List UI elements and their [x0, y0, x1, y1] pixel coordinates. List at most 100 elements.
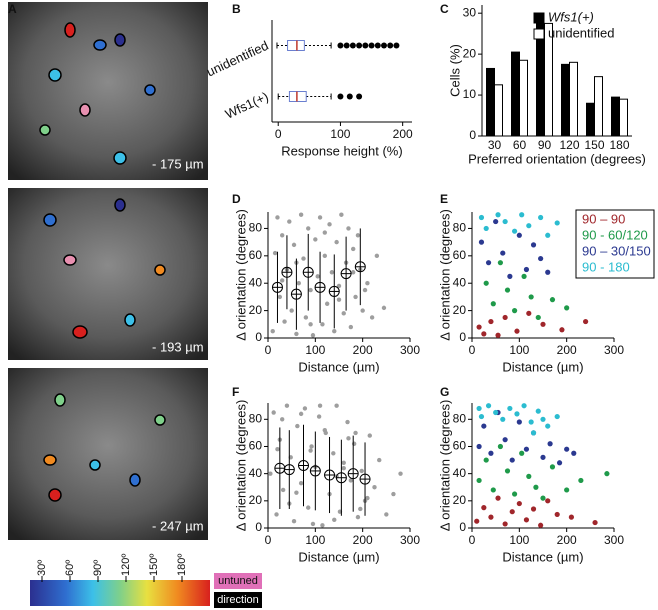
x-tick-label: 0 [469, 343, 476, 357]
bar [594, 76, 603, 137]
microscopy-images: - 175 µm - 193 µm - 247 µm [8, 2, 208, 540]
point [270, 328, 275, 334]
category-label: Wfs1(+) [223, 89, 271, 122]
outlier [362, 42, 369, 49]
x-tick-label: 180 [609, 138, 629, 152]
point [538, 255, 544, 262]
depth-label: - 193 µm [152, 339, 204, 354]
point [511, 228, 518, 234]
colorbar-label: 150º [148, 554, 160, 576]
point [519, 212, 525, 218]
point [521, 273, 527, 279]
point [291, 519, 297, 524]
point [509, 509, 515, 515]
x-tick-label: 60 [513, 138, 527, 152]
point [526, 310, 532, 316]
legend-label: 90 - 180 [582, 259, 630, 274]
point [483, 225, 489, 232]
point [604, 471, 610, 477]
point [296, 281, 301, 286]
point [497, 443, 503, 450]
category-label: unidentified [204, 38, 271, 80]
box [288, 91, 307, 102]
point [540, 321, 546, 327]
bar [519, 59, 528, 137]
point [365, 281, 370, 286]
point [303, 315, 309, 320]
point [332, 517, 337, 523]
legend-label: Wfs1(+) [548, 9, 594, 24]
point [351, 441, 357, 446]
y-tick-label: 0 [459, 520, 466, 534]
point [355, 514, 361, 520]
point [353, 294, 358, 300]
y-tick-label: 20 [453, 303, 467, 317]
point [322, 230, 327, 235]
point [291, 242, 297, 248]
point [398, 471, 403, 476]
y-tick-label: 0 [255, 520, 262, 534]
point [554, 220, 560, 226]
point [301, 256, 306, 261]
point [306, 505, 311, 510]
point [485, 403, 492, 409]
point [316, 414, 322, 419]
point [502, 314, 508, 321]
bar [569, 61, 578, 137]
untuned-swatch [214, 573, 262, 589]
point [294, 331, 299, 337]
point [504, 468, 511, 474]
outlier [356, 93, 363, 100]
point [295, 423, 300, 429]
point [564, 446, 570, 452]
point [545, 232, 551, 238]
x-axis-title: Distance (µm) [298, 549, 379, 564]
panel-label: E [440, 192, 448, 206]
point [327, 222, 332, 227]
point [341, 466, 346, 471]
point [592, 519, 598, 526]
point [526, 473, 532, 479]
legend-label: 90 – 30/150 [582, 243, 651, 258]
y-tick-label: 80 [249, 411, 263, 425]
point [493, 218, 499, 225]
y-tick-label: 20 [453, 493, 467, 507]
point [331, 451, 336, 456]
panel-label: A [8, 2, 17, 16]
point [309, 444, 314, 449]
point [280, 487, 286, 493]
point [320, 523, 325, 528]
point [322, 253, 327, 259]
point [500, 416, 506, 422]
panel-label: B [232, 2, 241, 16]
point [500, 250, 506, 256]
point [502, 437, 508, 443]
point [282, 319, 287, 324]
point [545, 269, 551, 275]
point [530, 506, 537, 512]
y-axis-title: Δ orientation (degrees) [233, 209, 248, 341]
point [564, 305, 570, 311]
point [298, 212, 304, 217]
box [287, 40, 305, 51]
point [374, 253, 380, 259]
point [377, 457, 382, 463]
point [568, 514, 575, 520]
x-tick-label: 200 [557, 533, 577, 547]
point [284, 403, 290, 408]
point [481, 505, 487, 511]
point [317, 403, 323, 408]
point [329, 270, 335, 275]
point [294, 490, 299, 495]
point [275, 215, 280, 220]
outlier [374, 42, 381, 49]
x-axis-title: Distance (µm) [502, 359, 583, 374]
point [521, 403, 527, 409]
point [341, 311, 346, 316]
point [360, 308, 365, 313]
point [481, 331, 487, 337]
point [523, 266, 530, 273]
colorbar-label: 60º [64, 560, 76, 576]
outlier [346, 93, 353, 100]
y-tick-label: 40 [453, 275, 467, 289]
